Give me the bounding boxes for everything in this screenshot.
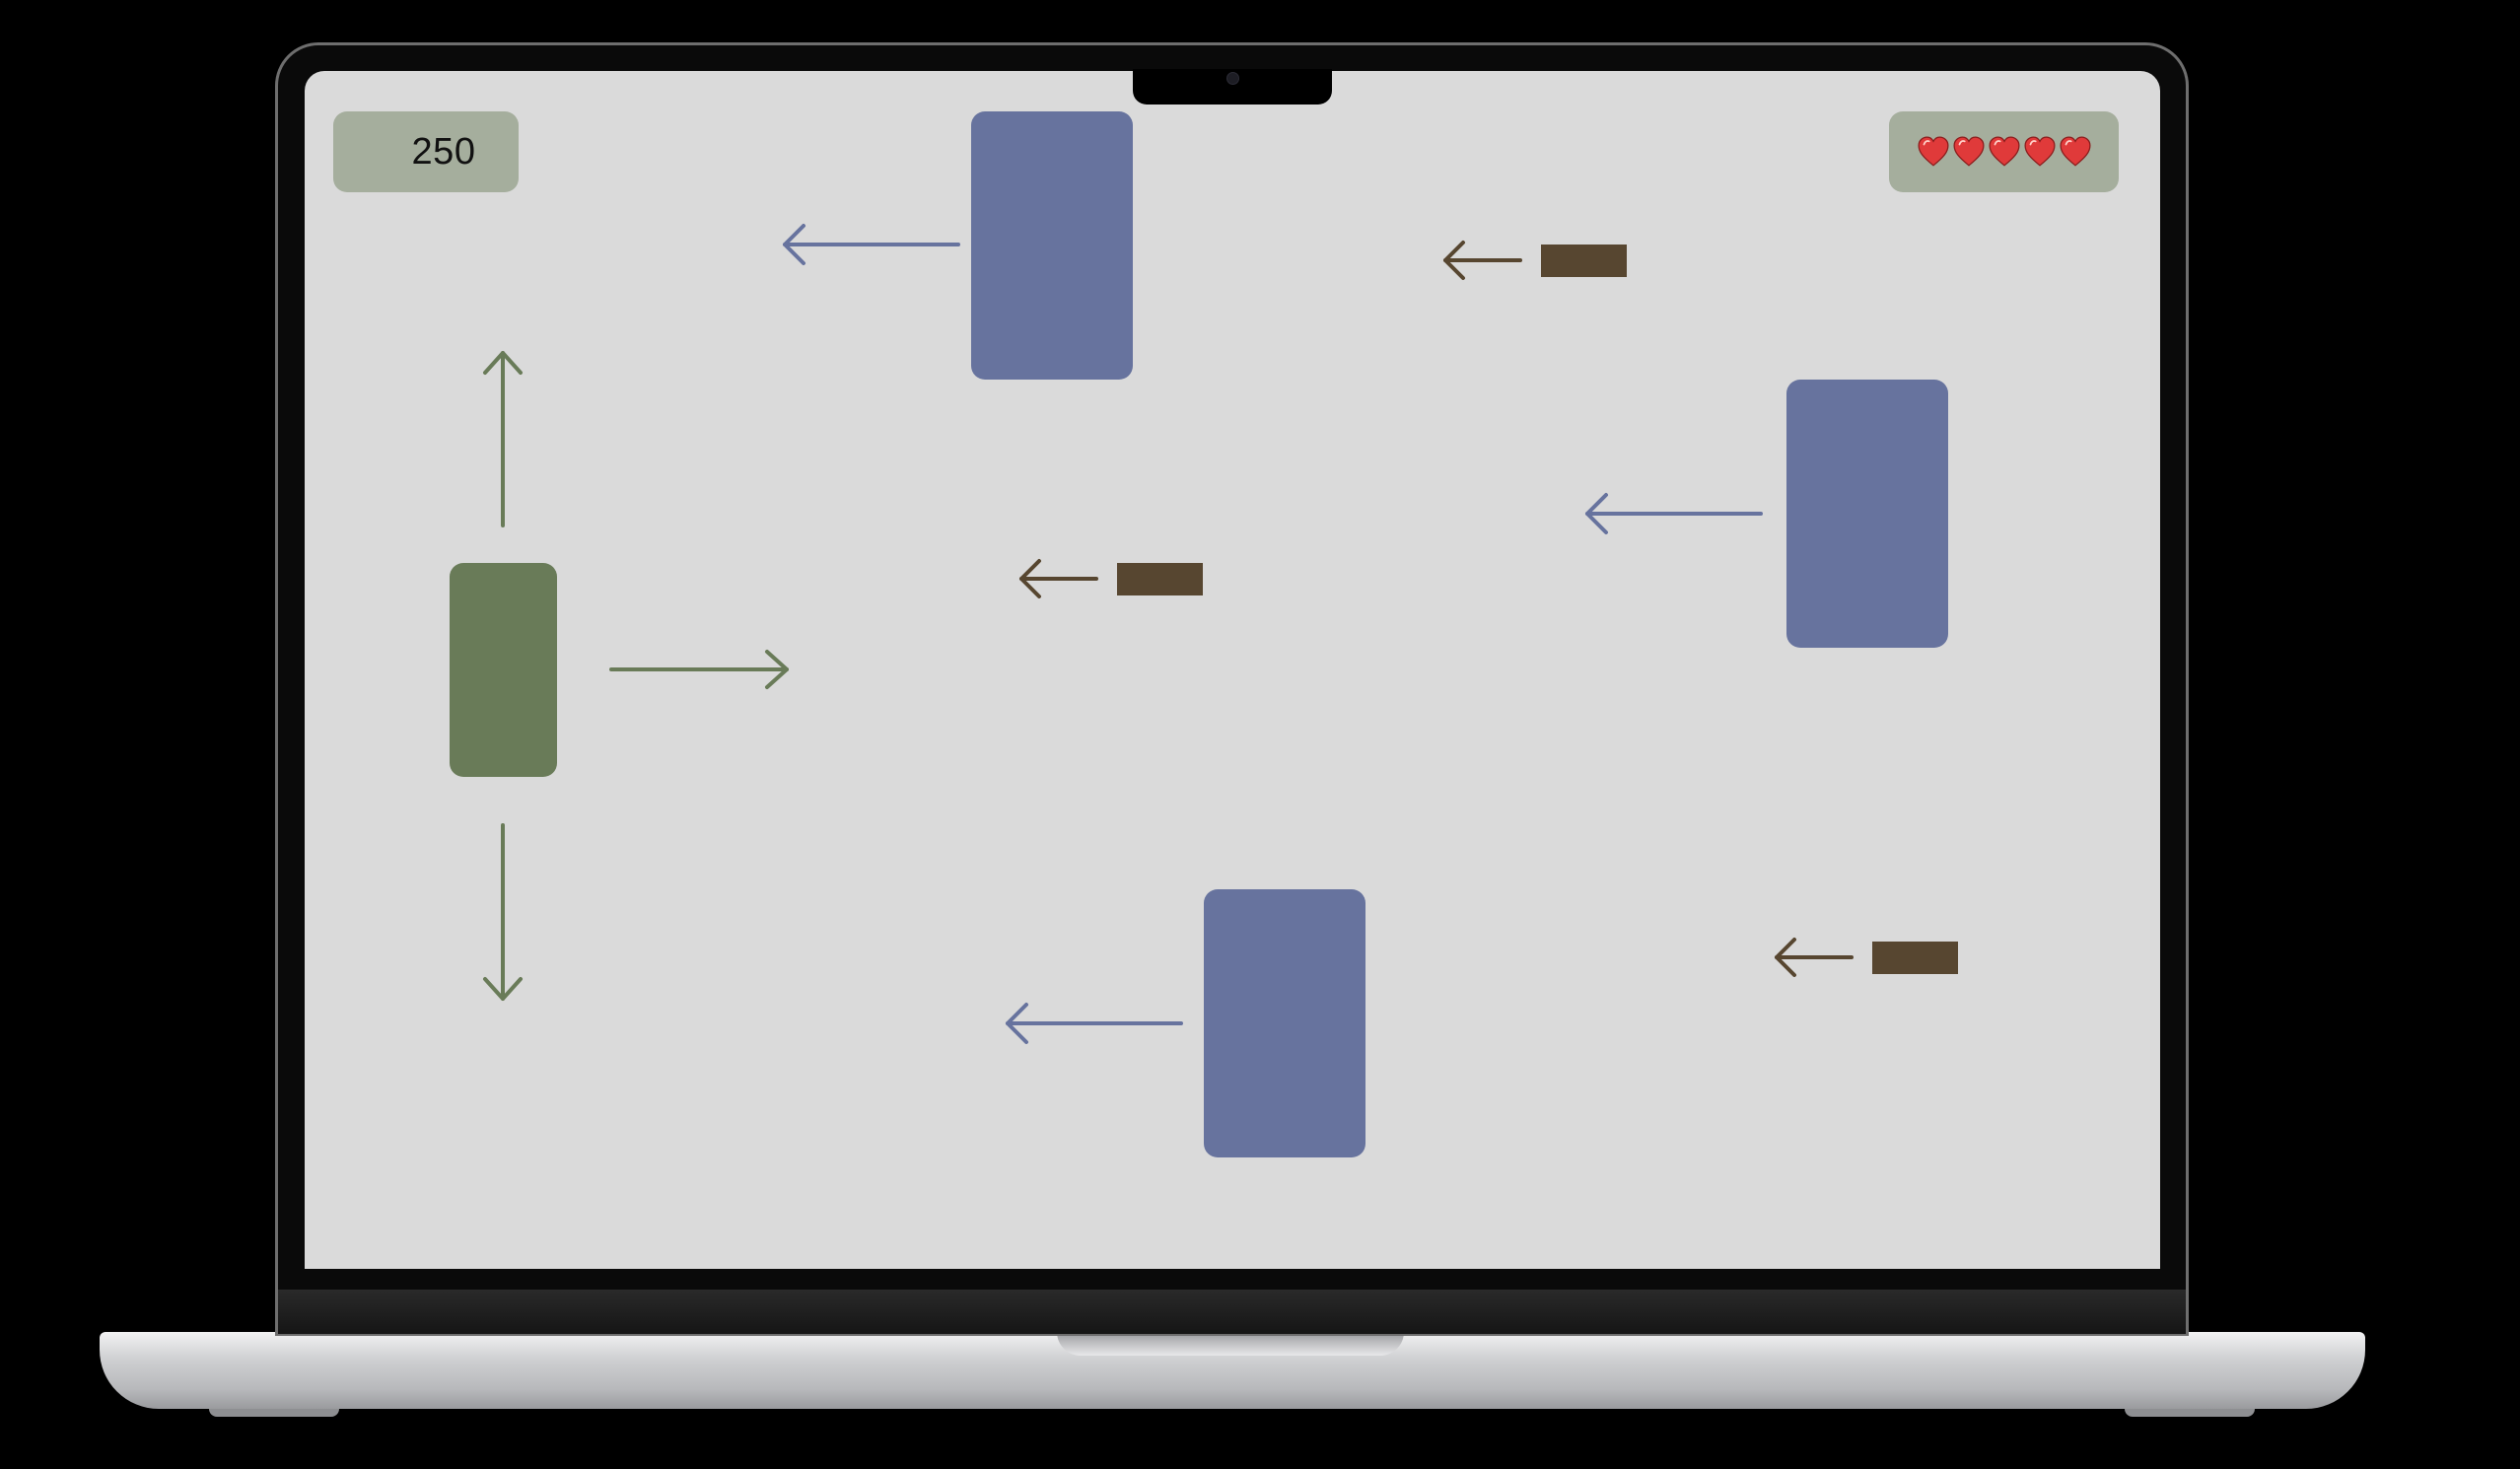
- enemy-block: [971, 111, 1133, 380]
- score-display: 250: [333, 111, 519, 192]
- heart-icon: [1952, 136, 1985, 167]
- enemy-bullet: [1117, 563, 1203, 595]
- enemy-bullet: [1541, 245, 1627, 277]
- enemy-bullet: [1872, 942, 1958, 974]
- laptop-foot-left: [209, 1409, 339, 1417]
- enemy-block: [1786, 380, 1948, 648]
- player-ship[interactable]: [450, 563, 557, 777]
- heart-icon: [2059, 136, 2091, 167]
- heart-icon: [2023, 136, 2056, 167]
- laptop-foot-right: [2125, 1409, 2255, 1417]
- lives-display: [1889, 111, 2119, 192]
- laptop-base-notch: [1057, 1332, 1404, 1356]
- heart-icon: [1988, 136, 2020, 167]
- enemy-block: [1204, 889, 1365, 1157]
- score-value: 250: [411, 130, 476, 173]
- laptop-hinge: [278, 1290, 2186, 1334]
- camera-icon: [1226, 72, 1239, 85]
- heart-icon: [1917, 136, 1949, 167]
